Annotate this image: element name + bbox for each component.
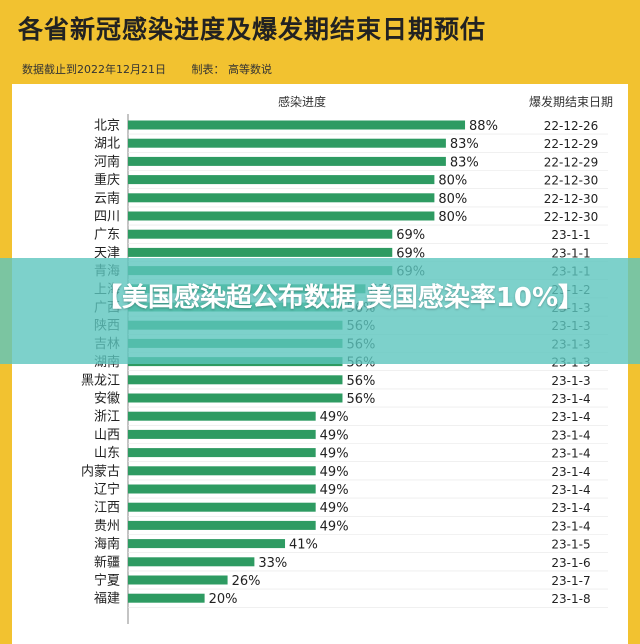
value-label: 56%	[346, 374, 375, 389]
end-date-label: 23-1-1	[551, 246, 590, 260]
value-label: 33%	[258, 556, 287, 571]
bar	[128, 593, 205, 603]
value-label: 41%	[289, 538, 318, 553]
value-label: 69%	[396, 228, 425, 243]
bar	[128, 193, 435, 203]
bar	[128, 557, 255, 567]
end-date-label: 22-12-30	[544, 174, 598, 188]
category-label: 宁夏	[94, 573, 120, 589]
end-date-label: 22-12-29	[544, 155, 598, 169]
value-label: 49%	[320, 519, 349, 534]
value-label: 49%	[320, 410, 349, 425]
bar	[128, 120, 466, 130]
end-date-label: 23-1-4	[551, 410, 590, 424]
bar	[128, 375, 343, 385]
value-label: 49%	[320, 428, 349, 443]
end-date-label: 22-12-26	[544, 119, 598, 133]
bar	[128, 575, 228, 585]
bar	[128, 175, 435, 185]
end-date-label: 23-1-6	[551, 556, 590, 570]
value-label: 20%	[209, 592, 238, 607]
banner-headline[interactable]: 【美国感染超公布数据,美国感染率10%】	[95, 283, 585, 313]
bar	[128, 484, 316, 494]
chart-title: 各省新冠感染进度及爆发期结束日期预估	[18, 15, 487, 44]
category-label: 黑龙江	[81, 373, 120, 388]
bar	[128, 156, 446, 166]
end-date-label: 23-1-4	[551, 392, 590, 406]
category-label: 安徽	[94, 392, 120, 407]
value-label: 88%	[469, 119, 498, 134]
value-label: 49%	[320, 447, 349, 462]
value-label: 49%	[320, 483, 349, 498]
end-date-label: 23-1-3	[551, 374, 590, 388]
category-label: 北京	[94, 119, 120, 134]
category-label: 河南	[94, 154, 120, 170]
bar	[128, 539, 286, 549]
bar	[128, 229, 393, 239]
end-date-label: 22-12-30	[544, 210, 598, 224]
category-label: 重庆	[94, 172, 120, 188]
bar	[128, 411, 316, 421]
bar	[128, 502, 316, 512]
value-label: 56%	[346, 392, 375, 407]
bar	[128, 247, 393, 257]
category-label: 山东	[94, 446, 120, 461]
category-label: 四川	[94, 210, 120, 225]
bar	[128, 466, 316, 476]
producer-note: 制表： 高等数说	[191, 63, 273, 76]
category-label: 辽宁	[94, 482, 120, 498]
date-column-header: 爆发期结束日期	[529, 94, 613, 109]
end-date-label: 23-1-7	[551, 574, 590, 588]
category-label: 浙江	[94, 410, 120, 425]
value-label: 83%	[450, 137, 479, 152]
category-label: 新疆	[94, 554, 120, 570]
value-label: 49%	[320, 501, 349, 516]
bar	[128, 520, 316, 530]
x-axis-title: 感染进度	[278, 94, 326, 109]
value-label: 49%	[320, 465, 349, 480]
end-date-label: 22-12-29	[544, 137, 598, 151]
end-date-label: 23-1-4	[551, 465, 590, 479]
bar	[128, 429, 316, 439]
bar	[128, 138, 446, 148]
category-label: 江西	[94, 501, 120, 516]
category-label: 内蒙古	[81, 463, 120, 479]
end-date-label: 23-1-4	[551, 501, 590, 515]
bar	[128, 393, 343, 403]
end-date-label: 23-1-4	[551, 447, 590, 461]
end-date-label: 23-1-4	[551, 428, 590, 442]
end-date-label: 23-1-5	[551, 538, 590, 552]
end-date-label: 23-1-1	[551, 228, 590, 242]
category-label: 天津	[94, 246, 120, 261]
end-date-label: 23-1-4	[551, 483, 590, 497]
end-date-label: 22-12-30	[544, 192, 598, 206]
value-label: 80%	[438, 192, 467, 207]
category-label: 海南	[94, 536, 120, 552]
bar	[128, 448, 316, 458]
value-label: 80%	[438, 174, 467, 189]
category-label: 山西	[94, 428, 120, 443]
overlay-banner	[0, 258, 640, 364]
category-label: 福建	[94, 592, 120, 607]
end-date-label: 23-1-8	[551, 592, 590, 606]
data-cutoff-note: 数据截止到2022年12月21日	[22, 63, 166, 76]
value-label: 26%	[232, 574, 261, 589]
value-label: 80%	[438, 210, 467, 225]
chart-meta: 数据截止到2022年12月21日 制表： 高等数说	[22, 61, 294, 77]
end-date-label: 23-1-4	[551, 519, 590, 533]
category-label: 云南	[94, 190, 120, 206]
category-label: 广东	[94, 228, 120, 243]
category-label: 贵州	[94, 519, 120, 534]
bar	[128, 211, 435, 221]
value-label: 69%	[396, 246, 425, 261]
value-label: 83%	[450, 155, 479, 170]
category-label: 湖北	[94, 137, 120, 152]
